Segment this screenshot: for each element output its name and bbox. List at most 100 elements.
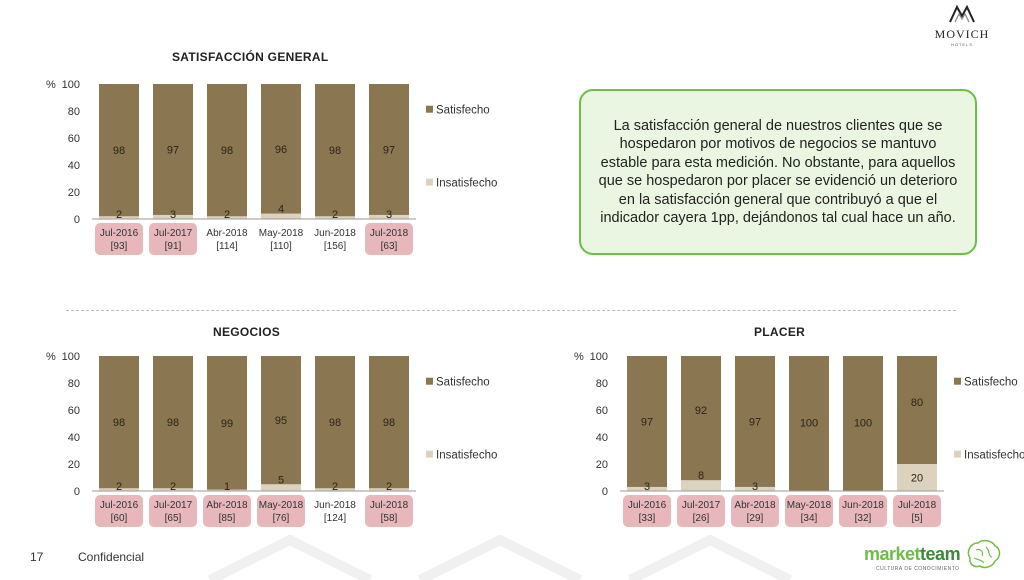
- y-tick-label: 80: [68, 106, 80, 118]
- chart-title-placer: PLACER: [754, 325, 806, 339]
- sample-size-label: [91]: [165, 241, 182, 252]
- insight-callout: La satisfacción general de nuestros clie…: [579, 89, 977, 255]
- sample-size-label: [32]: [855, 513, 872, 524]
- data-label-insatisfecho: 3: [644, 481, 650, 493]
- y-tick-label: 0: [74, 486, 80, 498]
- bar-insatisfecho: [207, 216, 247, 219]
- bar-insatisfecho: [99, 488, 139, 491]
- legend-label-satisfecho: Satisfecho: [436, 377, 490, 389]
- bar-satisfecho: [843, 356, 883, 491]
- y-axis-unit: %: [46, 79, 56, 91]
- bar-insatisfecho: [261, 213, 301, 219]
- sample-size-label: [65]: [165, 513, 182, 524]
- y-tick-label: 60: [596, 405, 608, 417]
- bar-satisfecho: [789, 356, 829, 491]
- marketteam-market: market: [864, 544, 921, 564]
- legend-swatch-satisfecho: [426, 377, 433, 385]
- x-tick-label: Jun-2018: [314, 500, 356, 511]
- sample-size-label: [29]: [747, 513, 764, 524]
- marketteam-logo: marketteam CULTURA DE CONOCIMIENTO: [864, 538, 1004, 574]
- chart-negocios: % 0 20 40 60 80 100 98 2 Jul-2016 [60] 98 2 Jul-2017 […: [46, 351, 497, 527]
- data-label-insatisfecho: 8: [698, 470, 704, 482]
- data-label-insatisfecho: 20: [911, 473, 923, 485]
- x-tick-label: Jul-2016: [628, 500, 667, 511]
- y-tick-label: 20: [596, 459, 608, 471]
- bar-insatisfecho: [315, 488, 355, 491]
- bar-satisfecho: [897, 356, 937, 464]
- y-axis-unit: %: [574, 351, 584, 363]
- category-highlight: [95, 223, 143, 255]
- y-tick-label: 60: [68, 133, 80, 145]
- data-label-satisfecho: 97: [167, 144, 179, 156]
- data-label-satisfecho: 98: [329, 417, 341, 429]
- data-label-insatisfecho: 2: [116, 481, 122, 493]
- brand-sub: HOTELS: [950, 42, 973, 47]
- category-highlight: [365, 495, 413, 527]
- bar-insatisfecho: [315, 216, 355, 219]
- data-label-insatisfecho: 5: [278, 474, 284, 486]
- y-tick-label: 0: [602, 486, 608, 498]
- data-label-insatisfecho: 3: [170, 209, 176, 221]
- sample-size-label: [114]: [216, 241, 238, 252]
- data-label-satisfecho: 95: [275, 415, 287, 427]
- y-tick-label: 0: [74, 214, 80, 226]
- sample-size-label: [110]: [270, 241, 292, 252]
- bar-satisfecho: [207, 356, 247, 490]
- bar-insatisfecho: [99, 216, 139, 219]
- data-label-satisfecho: 97: [749, 416, 761, 428]
- legend-swatch-satisfecho: [954, 377, 961, 385]
- data-label-satisfecho: 96: [275, 144, 287, 156]
- bar-satisfecho: [735, 356, 775, 487]
- callout-text: La satisfacción general de nuestros clie…: [598, 117, 958, 227]
- x-tick-label: May-2018: [259, 228, 304, 239]
- movich-emblem-icon: [949, 4, 975, 23]
- data-label-insatisfecho: 2: [386, 481, 392, 493]
- category-highlight: [203, 495, 251, 527]
- category-highlight: [257, 495, 305, 527]
- sample-size-label: [124]: [324, 513, 346, 524]
- data-label-satisfecho: 98: [329, 145, 341, 157]
- bar-satisfecho: [681, 356, 721, 481]
- y-tick-label: 20: [68, 459, 80, 471]
- y-axis-unit: %: [46, 351, 56, 363]
- y-tick-label: 100: [590, 351, 608, 363]
- x-tick-label: Abr-2018: [206, 228, 248, 239]
- data-label-satisfecho: 100: [854, 418, 872, 430]
- y-tick-label: 40: [68, 160, 80, 172]
- legend-label-insatisfecho: Insatisfecho: [964, 450, 1024, 462]
- x-tick-label: Jul-2017: [154, 228, 193, 239]
- category-highlight: [839, 495, 887, 527]
- chart-title-general: SATISFACCIÓN GENERAL: [172, 50, 329, 64]
- category-highlight: [731, 495, 779, 527]
- bar-insatisfecho: [735, 486, 775, 491]
- sample-size-label: [34]: [801, 513, 818, 524]
- category-highlight: [893, 495, 941, 527]
- y-tick-label: 20: [68, 187, 80, 199]
- sample-size-label: [85]: [219, 513, 236, 524]
- bar-satisfecho: [369, 356, 409, 489]
- y-tick-label: 80: [68, 378, 80, 390]
- y-tick-label: 60: [68, 405, 80, 417]
- sample-size-label: [60]: [111, 513, 128, 524]
- category-highlight: [785, 495, 833, 527]
- data-label-satisfecho: 99: [221, 418, 233, 430]
- y-tick-label: 100: [62, 351, 80, 363]
- marketteam-tagline: CULTURA DE CONOCIMIENTO: [876, 566, 960, 572]
- marketteam-team: team: [920, 544, 961, 564]
- x-tick-label: Jul-2018: [370, 228, 409, 239]
- data-label-satisfecho: 98: [113, 145, 125, 157]
- x-tick-label: Abr-2018: [734, 500, 776, 511]
- bar-satisfecho: [315, 84, 355, 217]
- data-label-satisfecho: 100: [800, 418, 818, 430]
- sample-size-label: [93]: [111, 241, 128, 252]
- data-label-insatisfecho: 1: [224, 481, 230, 493]
- bar-insatisfecho: [369, 214, 409, 219]
- legend-label-satisfecho: Satisfecho: [964, 377, 1018, 389]
- data-label-insatisfecho: 2: [332, 209, 338, 221]
- category-highlight: [149, 495, 197, 527]
- bar-satisfecho: [153, 356, 193, 489]
- bar-insatisfecho: [627, 486, 667, 491]
- chart-title-negocios: NEGOCIOS: [213, 325, 281, 339]
- bar-satisfecho: [99, 84, 139, 217]
- data-label-insatisfecho: 3: [386, 209, 392, 221]
